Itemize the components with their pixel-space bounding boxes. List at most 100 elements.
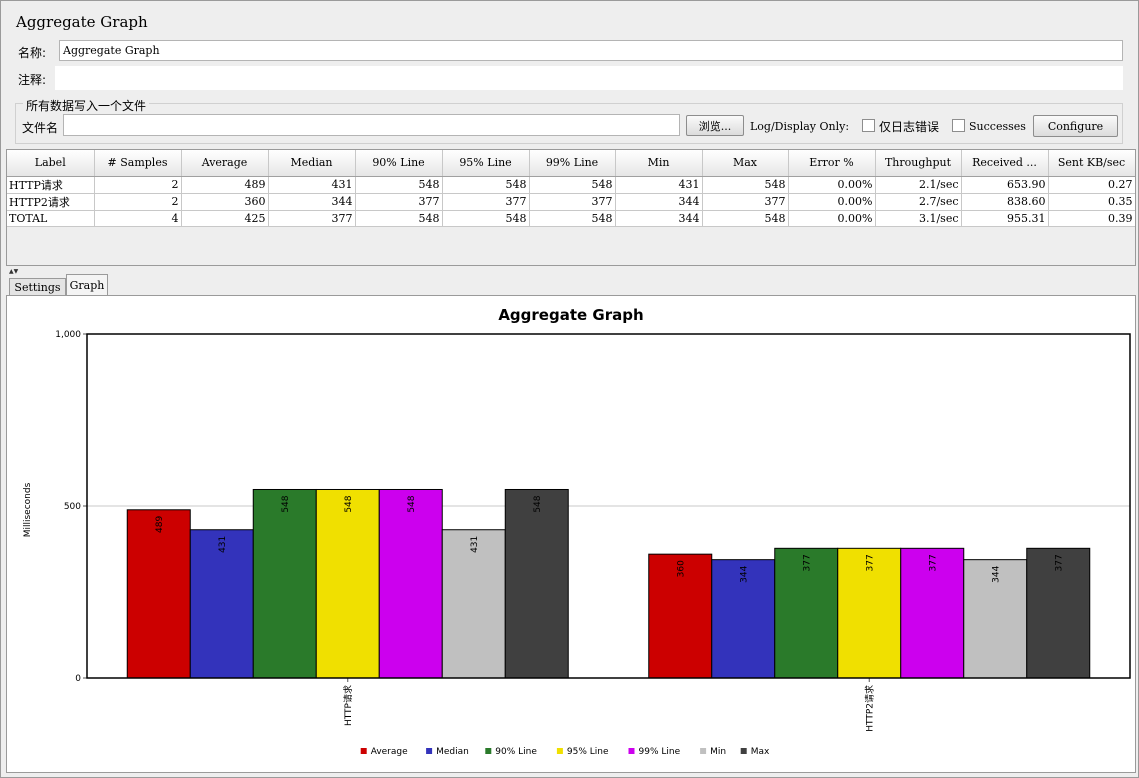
bar-value-label: 489 <box>155 516 165 533</box>
name-field[interactable]: Aggregate Graph <box>59 40 1123 61</box>
table-cell: 548 <box>702 176 789 194</box>
column-header[interactable]: # Samples <box>94 150 182 177</box>
table-cell: 0.39 <box>1048 210 1135 227</box>
table-cell: 548 <box>355 210 443 227</box>
bar-value-label: 377 <box>928 554 938 571</box>
column-header[interactable]: Max <box>702 150 789 177</box>
column-header[interactable]: 99% Line <box>529 150 616 177</box>
table-cell: 0.00% <box>788 210 876 227</box>
errors-only-checkbox[interactable] <box>862 119 875 132</box>
table-header-row: Label # Samples Average Median 90% Line 95% L… <box>7 150 1135 177</box>
browse-button[interactable]: 浏览... <box>686 115 744 136</box>
bar <box>837 547 902 679</box>
table-cell: 431 <box>615 176 703 194</box>
table-row[interactable]: HTTP2请求 2 360 344 377 377 377 344 377 0.00% 2.7/se… <box>7 193 1135 211</box>
table-cell: 431 <box>268 176 356 194</box>
table-cell: 377 <box>529 193 616 211</box>
legend-swatch <box>628 748 635 754</box>
table-cell: TOTAL <box>7 210 95 227</box>
bar-value-label: 431 <box>470 536 480 553</box>
table-cell: 548 <box>442 210 530 227</box>
bar <box>126 509 191 679</box>
filename-field[interactable] <box>63 114 680 136</box>
table-cell: 0.35 <box>1048 193 1135 211</box>
name-label: 名称: <box>18 46 47 60</box>
bar-value-label: 344 <box>991 565 1001 582</box>
column-header[interactable]: Sent KB/sec <box>1048 150 1135 177</box>
legend-swatch <box>700 748 707 754</box>
bar-value-label: 344 <box>739 565 749 582</box>
tab-settings[interactable]: Settings <box>9 278 66 296</box>
panel-title: Aggregate Graph <box>16 13 148 31</box>
comment-field[interactable] <box>55 66 1123 90</box>
errors-only-label: 仅日志错误 <box>879 120 940 134</box>
results-table-container: Label # Samples Average Median 90% Line 95% L… <box>6 149 1136 266</box>
chart-legend: Average Median 90% Line 95% Line 99% Line Min… <box>360 747 770 757</box>
table-cell: 3.1/sec <box>875 210 962 227</box>
column-header[interactable]: 90% Line <box>355 150 443 177</box>
bar-value-label: 431 <box>218 536 228 553</box>
table-cell: 0.00% <box>788 176 876 194</box>
column-header[interactable]: Received ... <box>961 150 1049 177</box>
log-display-label: Log/Display Only: <box>750 120 850 133</box>
successes-checkbox[interactable] <box>952 119 965 132</box>
plot-area: 0 500 1,000 489 431 548 548 548 431 548 HTTP请求 360 3… <box>55 330 1131 732</box>
table-cell: HTTP2请求 <box>7 193 95 211</box>
plot-border <box>86 333 1131 679</box>
x-category-label: HTTP2请求 <box>863 685 875 732</box>
bar <box>774 547 839 679</box>
table-cell: 344 <box>615 193 703 211</box>
legend-label: Median <box>436 747 469 757</box>
legend-label: Average <box>371 747 408 757</box>
legend-label: 99% Line <box>639 747 681 757</box>
table-cell: 955.31 <box>961 210 1049 227</box>
legend-swatch <box>740 748 747 754</box>
bar <box>252 488 317 679</box>
file-group-title: 所有数据写入一个文件 <box>23 97 150 114</box>
column-header[interactable]: Throughput <box>875 150 962 177</box>
table-cell: 377 <box>355 193 443 211</box>
table-cell: 2.7/sec <box>875 193 962 211</box>
table-cell: 425 <box>181 210 269 227</box>
aggregate-bar-chart: Aggregate Graph Milliseconds 0 500 1,000 48… <box>23 306 1131 757</box>
splitter-handle[interactable]: ▲▼ <box>9 268 19 275</box>
table-cell: 548 <box>529 210 616 227</box>
tab-graph[interactable]: Graph <box>66 274 108 296</box>
configure-button[interactable]: Configure <box>1033 115 1118 137</box>
legend-label: 95% Line <box>567 747 609 757</box>
successes-label: Successes <box>969 120 1026 133</box>
table-cell: 377 <box>268 210 356 227</box>
table-row[interactable]: HTTP请求 2 489 431 548 548 548 431 548 0.00% 2.1/sec… <box>7 176 1135 194</box>
legend-label: 90% Line <box>495 747 537 757</box>
legend-swatch <box>556 748 563 754</box>
table-cell: 838.60 <box>961 193 1049 211</box>
column-header[interactable]: Label <box>7 150 95 177</box>
column-header[interactable]: Average <box>181 150 269 177</box>
table-cell: 548 <box>529 176 616 194</box>
table-cell: 548 <box>702 210 789 227</box>
legend-label: Min <box>710 747 726 757</box>
table-cell: 653.90 <box>961 176 1049 194</box>
bar-value-label: 548 <box>533 495 543 512</box>
y-tick-label: 500 <box>64 502 81 512</box>
column-header[interactable]: Error % <box>788 150 876 177</box>
bar-value-label: 360 <box>676 560 686 577</box>
bar-value-label: 548 <box>344 495 354 512</box>
y-tick-label: 0 <box>75 674 81 684</box>
bar <box>648 553 713 679</box>
table-cell: 2 <box>94 176 182 194</box>
column-header[interactable]: 95% Line <box>442 150 530 177</box>
bar <box>315 488 380 679</box>
table-cell: 0.00% <box>788 193 876 211</box>
chart-title: Aggregate Graph <box>498 306 643 324</box>
filename-label: 文件名 <box>22 121 59 135</box>
table-cell: 2.1/sec <box>875 176 962 194</box>
bar <box>504 488 569 679</box>
table-row[interactable]: TOTAL 4 425 377 548 548 548 344 548 0.00% 3.1/sec 9… <box>7 210 1135 227</box>
table-cell: 344 <box>268 193 356 211</box>
legend-swatch <box>360 748 367 754</box>
graph-panel: Aggregate Graph Milliseconds 0 500 1,000 48… <box>6 295 1136 773</box>
column-header[interactable]: Median <box>268 150 356 177</box>
column-header[interactable]: Min <box>615 150 703 177</box>
